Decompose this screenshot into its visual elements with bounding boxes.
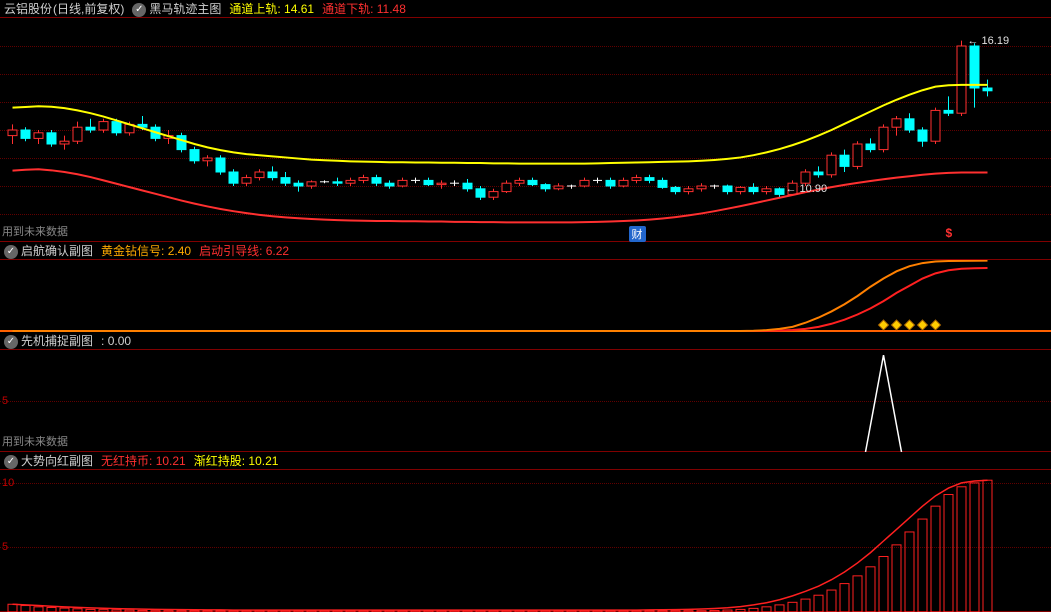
price-callout-high: ← 16.19 [968,35,1010,47]
panel4-header: ✓大势向红副图 无红持币: 10.21 渐红持股: 10.21 [0,452,1051,470]
panel4-val2: 10.21 [248,454,278,468]
panel4-name: 大势向红副图 [21,454,93,468]
panel3-plot-area[interactable]: 用到未来数据 5 [0,350,1051,451]
panel3-val-sep: : [101,334,104,348]
main-indicator-name: 黑马轨迹主图 [149,2,221,16]
panel2-val1: 2.40 [168,244,191,258]
panel4-lbl2: 渐红持股: [194,454,245,468]
panel4-name-seg: ✓大势向红副图 [4,452,93,469]
panel2-header: ✓启航确认副图 黄金钻信号: 2.40 启动引导线: 6.22 [0,242,1051,260]
xianji-panel: ✓先机捕捉副图 : 0.00 用到未来数据 5 [0,332,1051,452]
panel4-lbl1-seg: 无红持币: 10.21 [101,452,186,469]
panel4-lbl2-seg: 渐红持股: 10.21 [194,452,279,469]
qihang-panel: ✓启航确认副图 黄金钻信号: 2.40 启动引导线: 6.22 [0,242,1051,332]
stock-name: 云铝股份 [4,2,52,16]
panel3-header: ✓先机捕捉副图 : 0.00 [0,332,1051,350]
upper-channel-seg: 通道上轨: 14.61 [229,0,314,17]
panel2-lbl2: 启动引导线: [199,244,262,258]
main-footer-note: 用到未来数据 [2,223,68,239]
panel3-val-seg: : 0.00 [101,334,131,348]
dashi-panel: ✓大势向红副图 无红持币: 10.21 渐红持股: 10.21 510 [0,452,1051,612]
panel4-val1: 10.21 [156,454,186,468]
panel2-lbl2-seg: 启动引导线: 6.22 [199,242,289,259]
panel2-lbl1-seg: 黄金钻信号: 2.40 [101,242,191,259]
check-icon: ✓ [4,335,18,349]
panel3-name: 先机捕捉副图 [21,334,93,348]
lower-channel-value: 11.48 [377,2,406,16]
panel3-val: 0.00 [108,334,131,348]
stock-sub: (日线,前复权) [53,2,124,16]
main-indicator-seg: ✓黑马轨迹主图 [132,0,221,17]
panel2-lbl1: 黄金钻信号: [101,244,164,258]
panel4-lbl1: 无红持币: [101,454,152,468]
main-panel-header: 云铝股份(日线,前复权) ✓黑马轨迹主图 通道上轨: 14.61 通道下轨: 1… [0,0,1051,18]
main-price-panel: 云铝股份(日线,前复权) ✓黑马轨迹主图 通道上轨: 14.61 通道下轨: 1… [0,0,1051,242]
panel2-name-seg: ✓启航确认副图 [4,242,93,259]
upper-channel-label: 通道上轨: [229,2,280,16]
panel4-plot-area[interactable]: 510 [0,470,1051,611]
panel2-plot-area[interactable] [0,260,1051,331]
check-icon: ✓ [4,245,18,259]
main-plot-area[interactable]: ← 16.19 ← 10.90 财 $ 用到未来数据 [0,18,1051,241]
check-icon: ✓ [132,3,146,17]
panel3-name-seg: ✓先机捕捉副图 [4,332,93,349]
lower-channel-seg: 通道下轨: 11.48 [322,0,406,17]
dollar-marker: $ [946,226,953,240]
price-callout-low: ← 10.90 [786,183,828,195]
stock-name-seg: 云铝股份(日线,前复权) [4,0,124,17]
panel2-val2: 6.22 [266,244,289,258]
check-icon: ✓ [4,455,18,469]
cai-marker: 财 [629,226,646,242]
lower-channel-label: 通道下轨: [322,2,373,16]
upper-channel-value: 14.61 [284,2,314,16]
panel2-name: 启航确认副图 [21,244,93,258]
